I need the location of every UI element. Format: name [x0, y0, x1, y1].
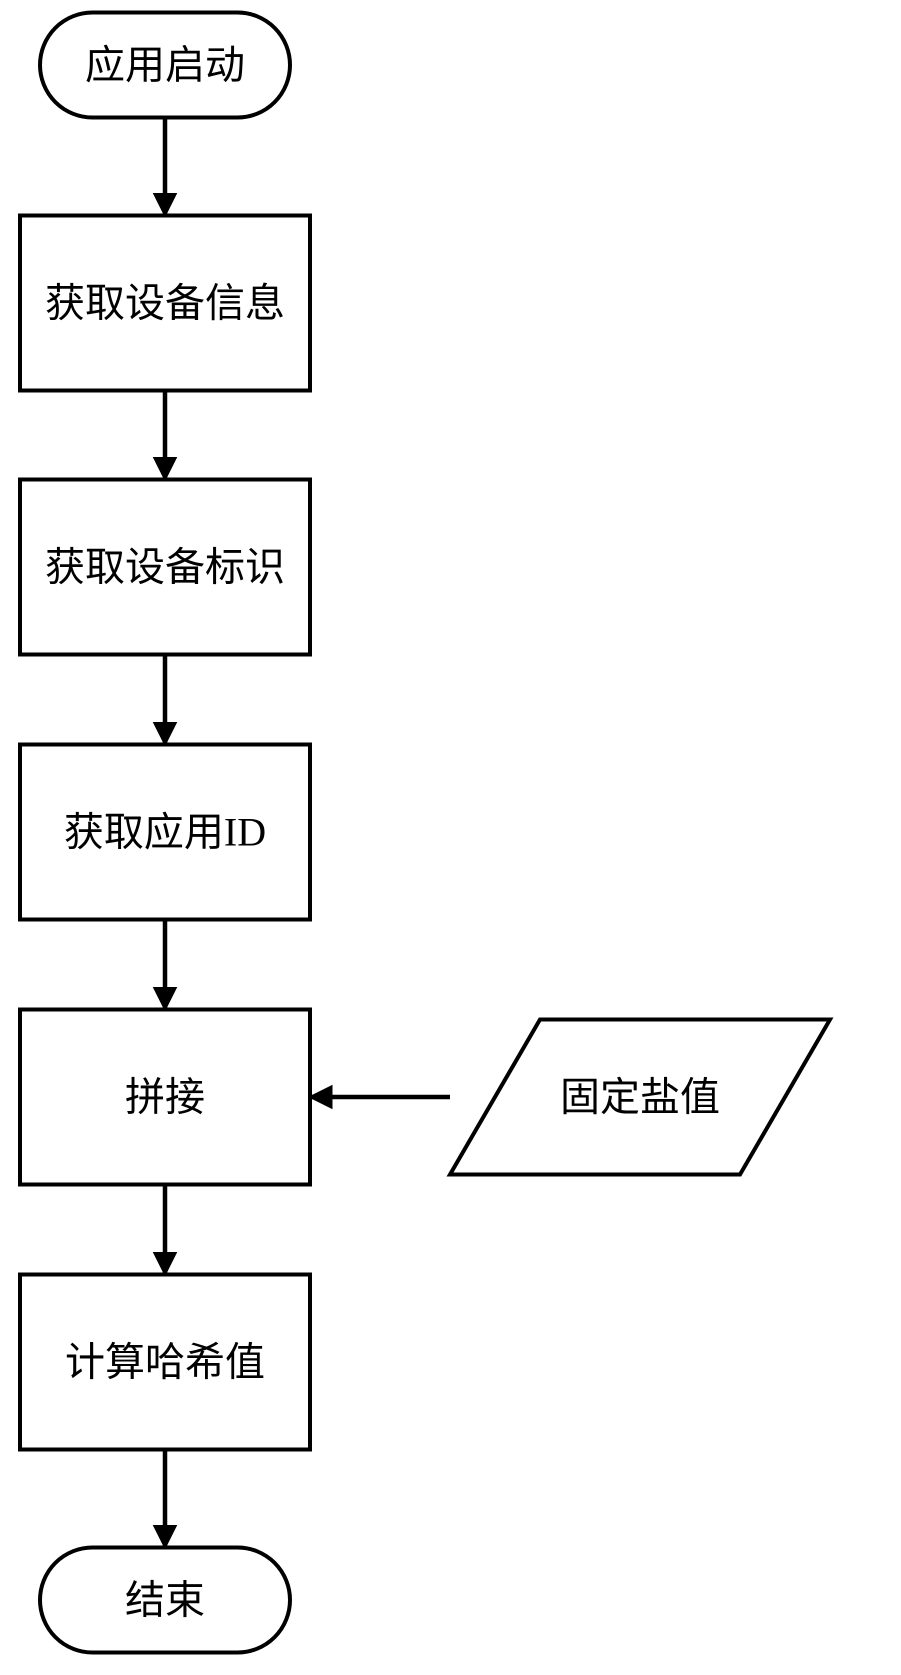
node-appid-label: 获取应用ID — [64, 810, 266, 855]
node-start: 应用启动 — [40, 13, 290, 118]
node-end: 结束 — [40, 1548, 290, 1653]
node-end-label: 结束 — [125, 1578, 205, 1623]
node-concat-label: 拼接 — [125, 1075, 205, 1120]
node-hash: 计算哈希值 — [20, 1275, 310, 1450]
node-salt: 固定盐值 — [450, 1020, 830, 1175]
node-info: 获取设备信息 — [20, 216, 310, 391]
node-salt-label: 固定盐值 — [560, 1075, 720, 1120]
node-start-label: 应用启动 — [85, 43, 245, 88]
node-concat: 拼接 — [20, 1010, 310, 1185]
node-appid: 获取应用ID — [20, 745, 310, 920]
node-info-label: 获取设备信息 — [45, 281, 285, 326]
node-ident-label: 获取设备标识 — [45, 545, 285, 590]
node-ident: 获取设备标识 — [20, 480, 310, 655]
node-hash-label: 计算哈希值 — [65, 1340, 265, 1385]
